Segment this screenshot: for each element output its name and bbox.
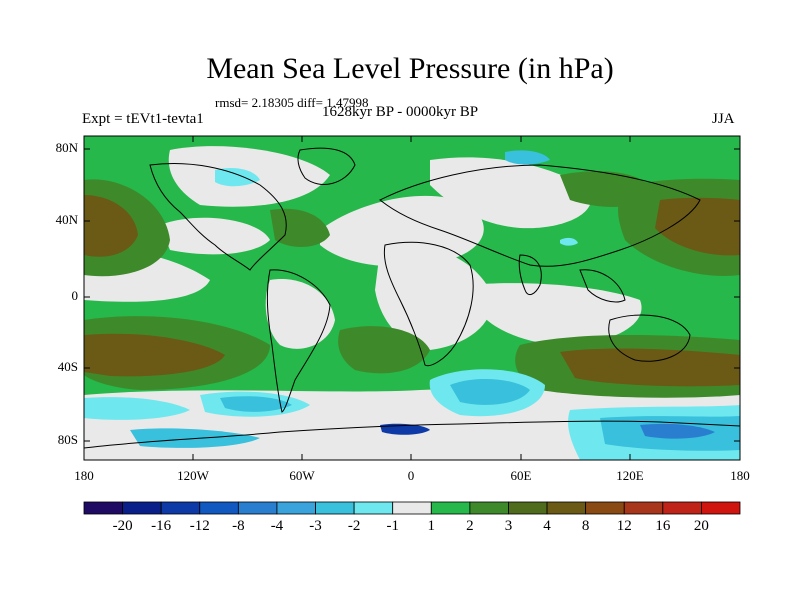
colorbar-box: [469, 501, 509, 515]
season-label: JJA: [712, 111, 735, 127]
colorbar-label: -20: [112, 518, 133, 534]
colorbar-label: 8: [581, 518, 590, 534]
lat-label-80s: 80S: [57, 432, 78, 447]
axis-ticks: [83, 136, 741, 460]
colorbar-label: 12: [616, 518, 632, 534]
lat-label-eq: 0: [71, 288, 79, 303]
coastlines: [84, 147, 740, 449]
cyan-arctic: [215, 168, 260, 187]
cyan-caspian: [560, 237, 578, 246]
colorbar-box: [585, 501, 625, 515]
colorbar-box: [315, 501, 355, 515]
coast-eurasia: [379, 164, 701, 267]
colorbar-label: 16: [655, 518, 671, 534]
lat-label-40s: 40S: [57, 359, 78, 374]
coast-australia: [608, 314, 691, 362]
deep-blue-antarctic: [640, 423, 715, 439]
colorbar-label: -16: [151, 518, 172, 534]
coast-south-america: [266, 269, 331, 413]
map-field: [84, 136, 740, 460]
coast-africa: [383, 241, 474, 367]
colorbar-label: 2: [466, 518, 474, 534]
deep-blue-ross: [380, 423, 430, 435]
brown-s-indian: [560, 348, 740, 387]
colorbar-box: [430, 501, 471, 515]
lat-label-40n: 40N: [55, 212, 78, 227]
colorbar-label: 20: [693, 518, 709, 534]
colorbar-label: -8: [232, 518, 245, 534]
neutral-s-america: [265, 279, 335, 349]
colorbar-box: [83, 501, 123, 515]
brown-s-pacific: [84, 333, 225, 377]
coast-greenland: [297, 147, 356, 185]
colorbar-box: [276, 501, 316, 515]
map-title: Mean Sea Level Pressure (in hPa): [206, 52, 614, 85]
brown-n-pacific-west: [84, 195, 138, 257]
lon-label-0: 0: [407, 468, 415, 483]
coast-antarctica: [84, 420, 740, 449]
neutral-east-pacific: [160, 217, 270, 255]
coast-se-asia: [579, 269, 626, 303]
experiment-label: Expt = tEVt1-tevta1: [82, 111, 204, 127]
colorbar-box: [701, 501, 741, 515]
map-frame: [83, 135, 741, 461]
period-label: 1628kyr BP - 0000kyr BP: [322, 104, 479, 120]
neutral-indian: [470, 283, 642, 345]
lon-label-60w: 60W: [289, 468, 315, 483]
colorbar: [83, 501, 741, 515]
lon-label-120e: 120E: [616, 468, 644, 483]
colorbar-label: 3: [504, 518, 513, 534]
colorbar-label: -1: [386, 518, 399, 534]
blue-arctic-east: [505, 150, 550, 165]
colorbar-box: [662, 501, 702, 515]
olive-s-atlantic: [338, 326, 430, 374]
brown-n-pacific-east: [655, 197, 740, 256]
colorbar-label: 1: [427, 518, 436, 534]
lon-label-60e: 60E: [510, 468, 532, 483]
lon-label-120w: 120W: [177, 468, 209, 483]
colorbar-box: [199, 501, 239, 515]
coast-india: [518, 254, 542, 296]
colorbar-box: [353, 501, 394, 515]
blue-s-atlantic: [450, 378, 530, 405]
colorbar-box: [237, 501, 278, 515]
colorbar-box: [508, 501, 548, 515]
cyan-sw-pacific: [84, 397, 190, 420]
coast-north-america: [149, 163, 287, 271]
lon-label-180e: 180: [730, 468, 750, 483]
colorbar-box: [122, 501, 162, 515]
olive-asia: [560, 171, 655, 207]
colorbar-label: -3: [309, 518, 322, 534]
colorbar-box: [392, 501, 432, 515]
olive-n-atlantic: [270, 208, 330, 247]
colorbar-box: [546, 501, 587, 515]
colorbar-label: -12: [189, 518, 210, 534]
colorbar-label: 4: [543, 518, 551, 534]
lat-label-80n: 80N: [55, 140, 78, 155]
neutral-africa: [375, 246, 492, 350]
colorbar-label: -4: [270, 518, 284, 534]
neutral-n-atlantic: [320, 195, 484, 267]
colorbar-box: [160, 501, 201, 515]
colorbar-box: [623, 501, 664, 515]
stats-text: rmsd= 2.18305 diff= 1.47998: [215, 95, 369, 110]
blue-s-ocean-west: [220, 396, 292, 412]
lon-label-180w: 180: [74, 468, 94, 483]
neutral-eurasia: [430, 157, 592, 229]
colorbar-label: -2: [347, 518, 361, 534]
